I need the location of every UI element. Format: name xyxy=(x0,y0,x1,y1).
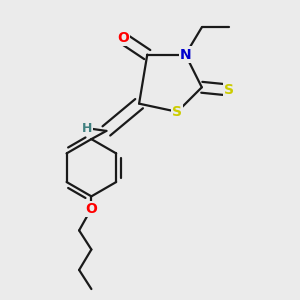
Text: H: H xyxy=(82,122,92,135)
Text: O: O xyxy=(117,31,129,45)
Text: S: S xyxy=(172,105,182,119)
Text: N: N xyxy=(180,48,191,62)
Text: O: O xyxy=(85,202,97,216)
Text: S: S xyxy=(224,83,234,97)
